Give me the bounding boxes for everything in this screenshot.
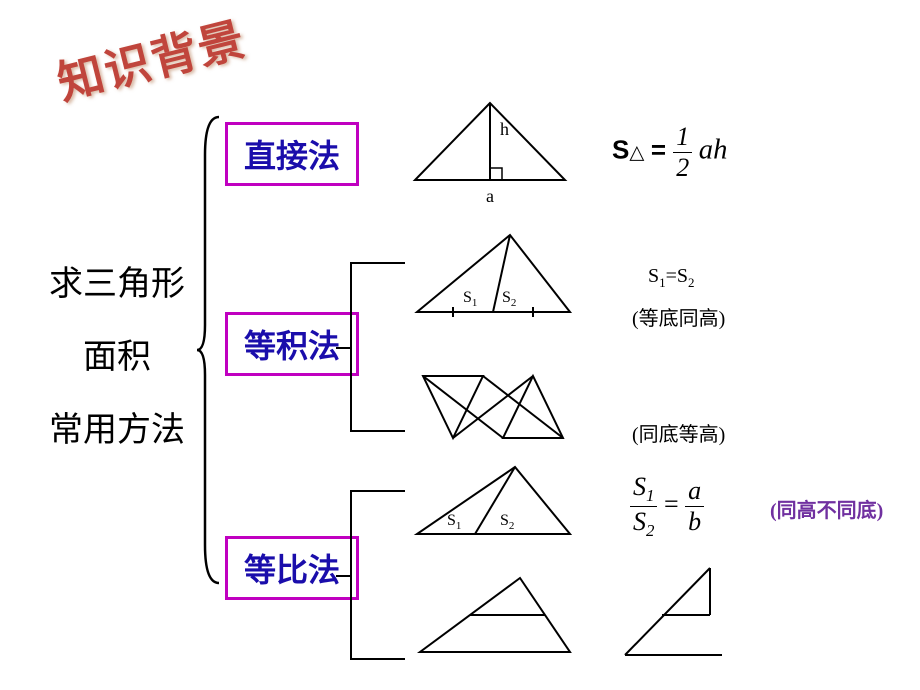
method-box-ratio: 等比法 xyxy=(225,536,359,600)
formula-ratio: S1 S2 = a b xyxy=(630,472,704,541)
diagram-triangle-cevian: S1 S2 xyxy=(405,462,580,542)
method-box-direct: 直接法 xyxy=(225,122,359,186)
svg-text:h: h xyxy=(500,119,509,139)
topic-line2: 面积 xyxy=(32,321,202,394)
svg-text:S2: S2 xyxy=(500,512,514,532)
method-box-equal-area: 等积法 xyxy=(225,312,359,376)
formula-area-basic: S△ = 1 2 ah xyxy=(612,122,727,183)
diagram-triangle-midsegment xyxy=(405,570,580,665)
diagram-z-shape xyxy=(610,560,735,670)
note-same-height-diff-base: (同高不同底) xyxy=(770,494,883,523)
main-brace xyxy=(195,115,221,585)
note-same-base-equal-height: (同底等高) xyxy=(632,418,725,447)
svg-text:a: a xyxy=(486,186,494,206)
svg-text:S1: S1 xyxy=(463,289,477,309)
svg-text:S2: S2 xyxy=(502,289,516,309)
bracket-ratio xyxy=(350,490,405,660)
diagram-triangle-median: S1 S2 xyxy=(405,230,580,325)
topic-line1: 求三角形 xyxy=(32,248,202,321)
main-topic: 求三角形 面积 常用方法 xyxy=(32,248,202,467)
note-s1-eq-s2: S1=S2 xyxy=(648,265,695,291)
topic-line3: 常用方法 xyxy=(32,394,202,467)
diagram-bowtie xyxy=(415,370,570,445)
slide-title: 知识背景 xyxy=(50,3,252,113)
diagram-triangle-basic: h a xyxy=(405,95,575,210)
note-equal-base-same-height: (等底同高) xyxy=(632,302,725,331)
bracket-equal-area xyxy=(350,262,405,432)
svg-text:S1: S1 xyxy=(447,512,461,532)
